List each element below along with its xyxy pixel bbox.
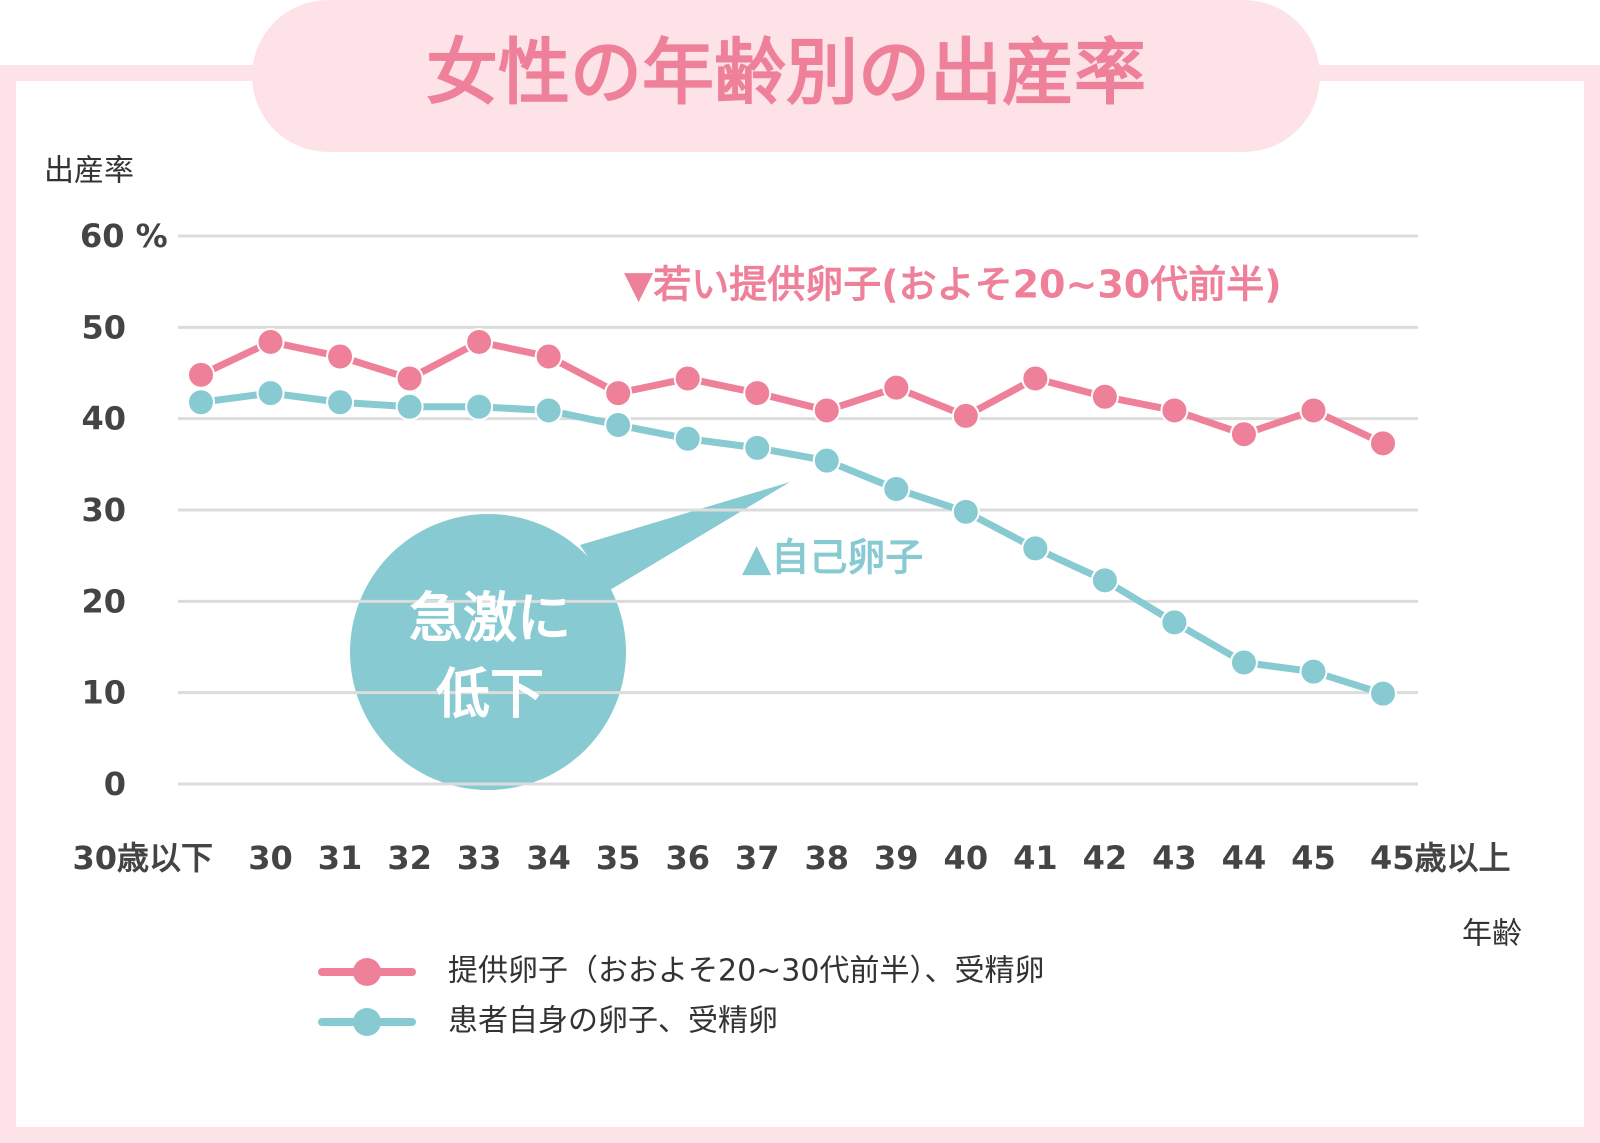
data-point [534,396,563,425]
data-point [187,388,215,417]
data-point [1369,429,1397,458]
data-point [534,342,563,371]
x-tick-label: 40 [944,839,989,877]
x-tick-label: 45歳以上 [1370,839,1511,877]
data-point [395,364,424,393]
data-point [743,379,772,408]
data-point [812,446,841,475]
y-tick-label: 0 [104,765,126,803]
callout-text: 低下 [436,663,544,726]
annotation: ▲自己卵子 [742,536,923,580]
callout-bubble [350,514,626,790]
x-tick-label: 39 [874,839,919,877]
data-point [1299,396,1328,425]
x-tick-label: 33 [457,839,502,877]
y-tick-label: 30 [81,491,126,529]
data-point [1229,648,1258,677]
data-point [951,497,980,526]
data-point [1369,679,1397,708]
data-point [743,433,772,462]
data-point [951,401,980,430]
data-point [1160,396,1189,425]
data-point [326,342,355,371]
annotation: ▼若い提供卵子(およそ20~30代前半) [624,263,1282,307]
data-point [604,411,633,440]
y-axis-label: 出産率 [44,154,134,189]
y-tick-label: 40 [81,400,126,438]
data-point [604,379,633,408]
x-tick-label: 45 [1291,839,1336,877]
legend-marker [353,958,381,986]
x-tick-label: 43 [1152,839,1197,877]
x-tick-label: 41 [1013,839,1058,877]
title-pill [252,0,1320,152]
x-tick-label: 44 [1222,839,1267,877]
data-point [673,364,702,393]
x-tick-label: 30歳以下 [72,839,213,877]
chart-title: 女性の年齢別の出産率 [426,31,1146,115]
data-point [1229,420,1258,449]
data-point [187,360,215,389]
legend-marker [353,1008,381,1036]
data-point [882,373,911,402]
x-tick-label: 31 [318,839,363,877]
data-point [465,392,494,421]
legend-label: 提供卵子（おおよそ20~30代前半）、受精卵 [448,954,1044,989]
y-tick-label: 10 [81,674,126,712]
callout-text: 急激に [409,587,571,650]
y-tick-label: 60 % [80,217,168,255]
data-point [1090,566,1119,595]
x-tick-label: 35 [596,839,641,877]
data-point [256,327,285,356]
x-tick-label: 42 [1083,839,1128,877]
legend-label: 患者自身の卵子、受精卵 [448,1004,778,1039]
data-point [1021,364,1050,393]
data-point [256,379,285,408]
y-tick-label: 50 [81,308,126,346]
data-point [395,392,424,421]
y-tick-label: 20 [81,582,126,620]
x-tick-label: 38 [804,839,849,877]
data-point [1299,657,1328,686]
x-tick-label: 32 [387,839,432,877]
x-tick-label: 37 [735,839,780,877]
frame [0,65,1600,1143]
x-axis-label: 年齢 [1462,917,1522,952]
data-point [1160,608,1189,637]
data-point [1021,534,1050,563]
data-point [326,388,355,417]
x-tick-label: 30 [248,839,293,877]
data-point [673,424,702,453]
x-tick-label: 34 [526,839,571,877]
data-point [1090,382,1119,411]
x-tick-label: 36 [665,839,710,877]
data-point [882,474,911,503]
data-point [465,327,494,356]
data-point [812,396,841,425]
